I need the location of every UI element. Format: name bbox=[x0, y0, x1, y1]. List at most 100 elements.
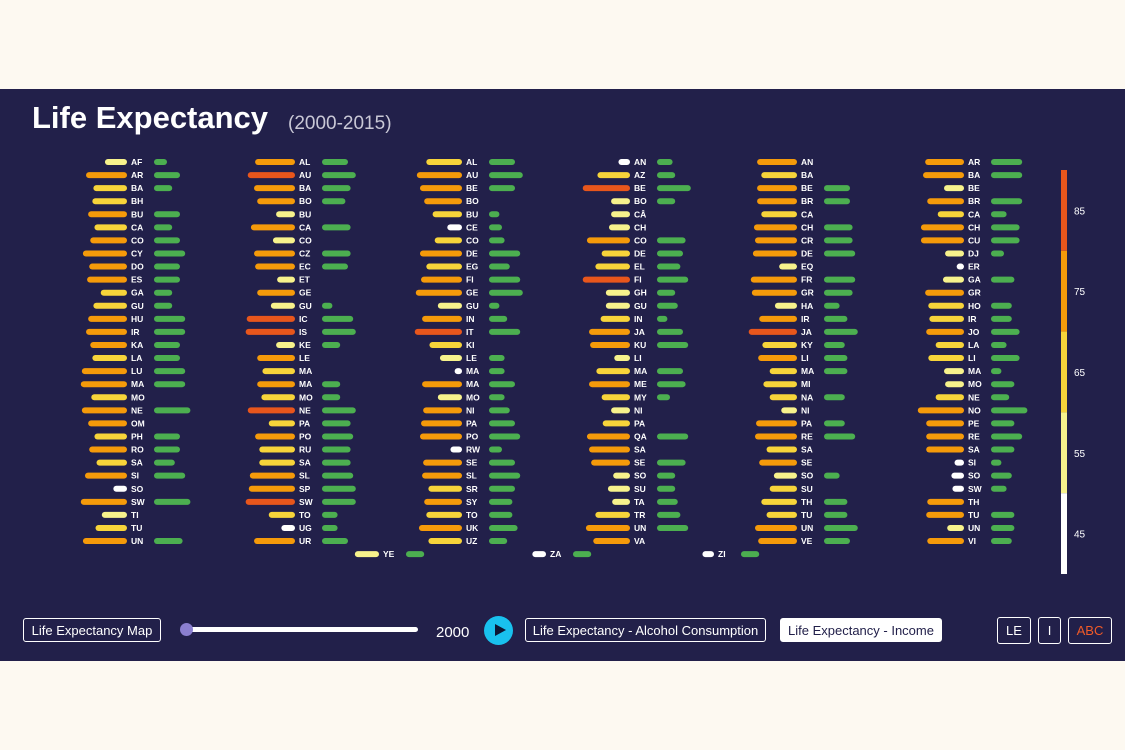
life-expectancy-bar bbox=[755, 433, 797, 440]
life-expectancy-bar bbox=[247, 172, 295, 179]
income-bar bbox=[657, 381, 686, 388]
income-bar bbox=[824, 198, 850, 205]
life-expectancy-bar bbox=[250, 224, 295, 231]
country-code-label: LI bbox=[968, 353, 976, 363]
country-code-label: SR bbox=[466, 484, 478, 494]
country-code-label: DE bbox=[466, 248, 478, 258]
income-bar bbox=[322, 185, 351, 192]
country-code-label: VA bbox=[634, 536, 645, 546]
sort-abc-button[interactable]: ABC bbox=[1068, 617, 1112, 644]
income-bar bbox=[322, 472, 354, 479]
income-bar bbox=[657, 524, 689, 531]
income-bar bbox=[322, 250, 351, 257]
income-bar bbox=[489, 433, 521, 440]
life-expectancy-bar bbox=[925, 159, 964, 165]
country-code-label: KI bbox=[466, 340, 475, 350]
life-expectancy-bar bbox=[602, 420, 630, 427]
life-expectancy-bar bbox=[956, 263, 964, 270]
income-bar bbox=[322, 302, 333, 309]
life-expectancy-bar bbox=[86, 328, 127, 335]
life-expectancy-bar bbox=[249, 472, 295, 479]
life-expectancy-bar bbox=[420, 185, 462, 192]
life-expectancy-bar bbox=[432, 211, 462, 218]
country-code-label: MO bbox=[968, 379, 982, 389]
country-code-label: SE bbox=[634, 458, 646, 468]
year-slider-track[interactable] bbox=[187, 627, 418, 632]
country-code-label: MA bbox=[299, 366, 312, 376]
life-expectancy-bar bbox=[605, 289, 630, 296]
country-code-label: LE bbox=[299, 353, 310, 363]
income-bar bbox=[322, 420, 351, 427]
country-code-label: AF bbox=[131, 157, 142, 167]
life-expectancy-bar bbox=[589, 446, 630, 453]
year-slider-thumb[interactable] bbox=[180, 623, 193, 636]
income-bar bbox=[657, 302, 678, 309]
life-expectancy-bar bbox=[246, 315, 295, 322]
country-code-label: PO bbox=[466, 431, 479, 441]
country-code-label: FI bbox=[466, 275, 474, 285]
income-bar bbox=[991, 250, 1004, 257]
life-expectancy-bar bbox=[925, 289, 964, 296]
country-code-label: CA bbox=[968, 209, 980, 219]
life-expectancy-bar bbox=[450, 446, 462, 453]
income-bar bbox=[154, 381, 186, 388]
income-button[interactable]: Life Expectancy - Income bbox=[780, 618, 942, 642]
color-scale-bin bbox=[1061, 493, 1067, 574]
income-bar bbox=[489, 289, 523, 296]
life-expectancy-bar bbox=[92, 355, 127, 362]
life-expectancy-bar bbox=[426, 511, 462, 518]
country-code-label: CH bbox=[968, 222, 980, 232]
country-code-label: CA bbox=[131, 222, 143, 232]
country-code-label: AU bbox=[299, 170, 311, 180]
country-code-label: PA bbox=[801, 418, 812, 428]
color-scale-tick: 55 bbox=[1074, 449, 1086, 460]
country-code-label: MA bbox=[801, 366, 814, 376]
country-code-label: FI bbox=[634, 275, 642, 285]
income-bar bbox=[154, 538, 183, 545]
alcohol-consumption-button[interactable]: Life Expectancy - Alcohol Consumption bbox=[525, 618, 766, 642]
country-code-label: CH bbox=[801, 222, 813, 232]
country-code-label: UZ bbox=[466, 536, 477, 546]
life-expectancy-bar bbox=[532, 551, 546, 558]
income-bar bbox=[154, 472, 186, 479]
life-expectancy-bar bbox=[439, 355, 462, 362]
country-code-label: AZ bbox=[634, 170, 645, 180]
country-code-label: LE bbox=[466, 353, 477, 363]
country-code-label: ME bbox=[634, 379, 647, 389]
country-code-label: FR bbox=[801, 275, 812, 285]
income-bar bbox=[154, 446, 180, 453]
income-bar bbox=[657, 172, 676, 179]
life-expectancy-bar bbox=[277, 276, 295, 283]
life-expectancy-bar bbox=[421, 420, 462, 427]
country-code-label: AR bbox=[968, 157, 980, 167]
country-code-label: GU bbox=[634, 301, 647, 311]
income-bar bbox=[489, 276, 521, 283]
life-expectancy-bar bbox=[85, 472, 127, 479]
life-expectancy-bar bbox=[415, 289, 462, 296]
country-code-label: EG bbox=[466, 262, 479, 272]
life-expectancy-bar bbox=[268, 420, 295, 427]
life-expectancy-bar bbox=[600, 315, 630, 322]
country-code-label: DJ bbox=[968, 248, 979, 258]
life-expectancy-bar bbox=[101, 511, 127, 518]
income-bar bbox=[154, 276, 180, 283]
sort-income-button[interactable]: I bbox=[1038, 617, 1061, 644]
country-code-label: AL bbox=[466, 157, 477, 167]
country-code-label: UR bbox=[299, 536, 311, 546]
sort-le-button[interactable]: LE bbox=[997, 617, 1031, 644]
life-expectancy-bar bbox=[254, 185, 295, 192]
country-code-label: SU bbox=[801, 484, 813, 494]
income-bar bbox=[991, 328, 1020, 335]
country-code-label: LA bbox=[968, 340, 979, 350]
country-code-label: SP bbox=[299, 484, 311, 494]
life-expectancy-map-button[interactable]: Life Expectancy Map bbox=[23, 618, 161, 642]
play-button[interactable] bbox=[484, 616, 513, 645]
country-code-label: SA bbox=[299, 458, 311, 468]
income-bar bbox=[489, 538, 508, 545]
life-expectancy-bar bbox=[248, 485, 295, 492]
income-bar bbox=[322, 315, 354, 322]
income-bar bbox=[657, 276, 689, 283]
life-expectancy-bar bbox=[926, 511, 964, 518]
income-bar bbox=[824, 289, 853, 296]
income-bar bbox=[824, 524, 858, 531]
